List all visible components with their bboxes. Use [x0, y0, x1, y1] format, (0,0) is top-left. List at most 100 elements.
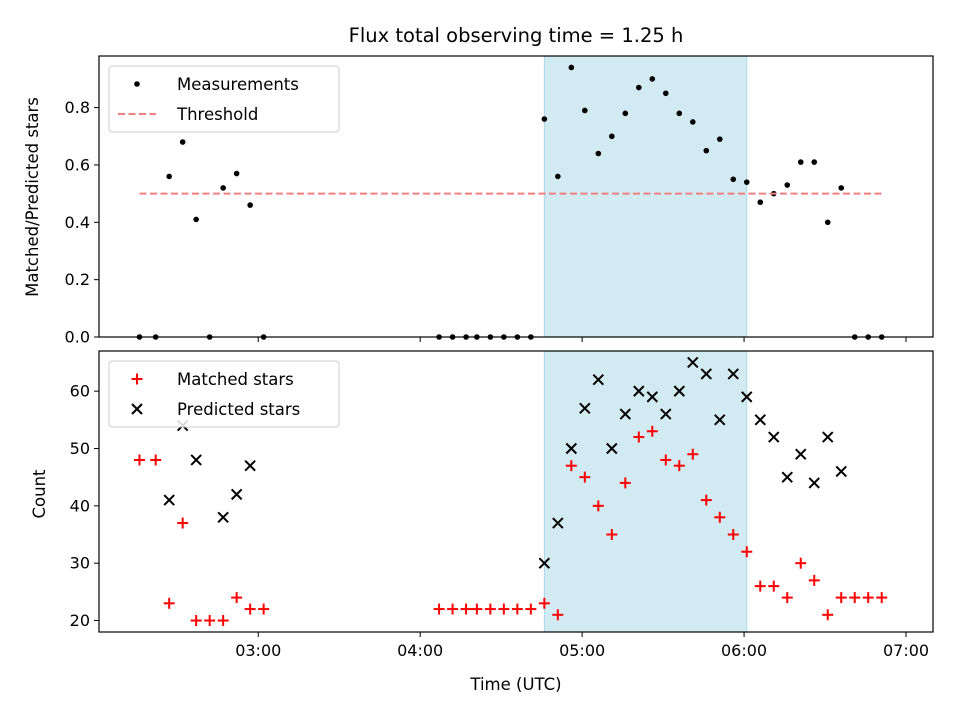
top-panel-ratio: 0.0 0.2 0.4 0.6 0.8 Measurements Threshold	[65, 55, 934, 347]
matched-star-marker	[646, 425, 658, 437]
matched-star-marker	[687, 448, 699, 460]
y-tick-label: 0.8	[65, 98, 90, 117]
y-tick-label: 0.4	[65, 213, 90, 232]
matched-star-marker	[231, 592, 243, 604]
matched-star-marker	[498, 603, 510, 615]
measurement-point	[838, 185, 845, 191]
matched-star-marker	[433, 603, 445, 615]
x-tick-label: 07:00	[883, 641, 929, 660]
legend-entry-label: Threshold	[176, 105, 258, 124]
measurement-point	[784, 182, 791, 188]
predicted-star-marker	[835, 465, 847, 478]
matched-star-marker	[673, 460, 685, 472]
matched-star-marker	[876, 592, 888, 604]
predicted-star-marker	[606, 442, 618, 455]
matched-star-marker	[258, 603, 270, 615]
measurement-point	[703, 147, 710, 154]
predicted-star-marker	[781, 471, 793, 483]
predicted-star-marker	[619, 408, 632, 420]
measurement-point	[166, 173, 172, 180]
matched-star-marker	[822, 609, 834, 621]
y-tick-label: 0.0	[65, 328, 90, 347]
bottom-y-axis-label: Count	[30, 469, 49, 519]
matched-star-marker	[538, 597, 550, 609]
legend-entry-label: Matched stars	[177, 370, 294, 389]
predicted-star-marker	[687, 356, 699, 369]
x-tick-label: 05:00	[559, 641, 605, 660]
measurement-point	[595, 150, 602, 157]
measurement-point	[609, 133, 615, 140]
measurement-point	[636, 84, 642, 91]
axes-frame	[98, 350, 934, 633]
matched-star-marker	[460, 603, 472, 615]
matched-star-marker	[754, 580, 766, 592]
matched-star-marker	[849, 592, 861, 604]
observing-window-span	[543, 55, 748, 338]
predicted-star-marker	[230, 488, 243, 501]
y-tick-label: 0.2	[65, 270, 90, 289]
y-tick-label: 0.6	[65, 155, 90, 174]
predicted-star-marker	[673, 385, 685, 397]
matched-star-marker	[447, 603, 459, 615]
matched-star-marker	[592, 500, 604, 512]
predicted-star-marker	[646, 391, 659, 403]
x-tick-label: 03:00	[235, 641, 281, 660]
x-tick-label: 04:00	[397, 641, 443, 660]
predicted-star-marker	[633, 385, 645, 397]
predicted-star-marker	[808, 477, 820, 489]
y-tick-label: 50	[70, 439, 90, 458]
predicted-star-marker	[538, 557, 551, 569]
legend-box	[108, 360, 340, 428]
measurement-point	[220, 185, 226, 191]
predicted-star-marker	[768, 431, 780, 443]
measurement-point	[582, 107, 588, 114]
matched-star-marker	[606, 529, 618, 541]
matched-star-marker	[552, 609, 564, 621]
measurement-point	[743, 179, 750, 185]
measurement-point	[649, 76, 656, 82]
legend-marker-predicted	[131, 403, 143, 415]
matched-star-marker	[204, 615, 216, 627]
legend-marker-matched	[131, 373, 143, 385]
matched-star-marker	[795, 557, 807, 569]
y-tick-label: 60	[70, 382, 90, 401]
matched-star-marker	[471, 603, 483, 615]
matched-star-marker	[244, 603, 256, 615]
legend-box	[108, 65, 340, 133]
y-tick-label: 40	[70, 496, 90, 515]
predicted-star-marker	[741, 391, 753, 403]
measurement-point	[555, 173, 561, 180]
matched-star-marker	[133, 454, 145, 466]
measurement-point	[568, 64, 575, 71]
measurement-point	[757, 199, 764, 206]
predicted-star-marker	[244, 459, 256, 472]
measurement-point	[247, 202, 253, 208]
predicted-star-marker	[163, 494, 175, 506]
matched-star-marker	[177, 517, 189, 529]
predicted-star-marker	[579, 402, 591, 415]
predicted-star-marker	[592, 373, 605, 386]
predicted-star-marker	[727, 368, 739, 380]
legend-entry-label: Measurements	[177, 75, 299, 94]
bottom-panel-counts: 20 30 40 50 60 03:00 04:00 05:00 06:00 07:00 Match…	[70, 350, 934, 660]
predicted-star-marker	[822, 431, 834, 443]
predicted-star-marker	[700, 368, 712, 380]
predicted-star-marker	[714, 414, 726, 426]
observing-window-span	[543, 350, 748, 633]
measurement-point	[541, 116, 548, 122]
matched-star-marker	[217, 615, 229, 627]
predicted-star-marker	[754, 414, 766, 426]
measurement-point	[676, 110, 683, 117]
matched-star-marker	[835, 592, 847, 604]
predicted-star-marker	[795, 448, 807, 460]
matched-star-marker	[862, 592, 874, 604]
matched-star-marker	[190, 615, 202, 627]
bottom-legend: Matched stars Predicted stars	[108, 360, 340, 428]
matched-star-marker	[579, 471, 591, 483]
top-legend: Measurements Threshold	[108, 65, 340, 133]
x-tick-label: 06:00	[721, 641, 767, 660]
predicted-star-marker	[660, 408, 672, 420]
matched-star-marker	[768, 580, 780, 592]
measurement-point	[689, 119, 696, 125]
measurement-point	[811, 159, 818, 165]
